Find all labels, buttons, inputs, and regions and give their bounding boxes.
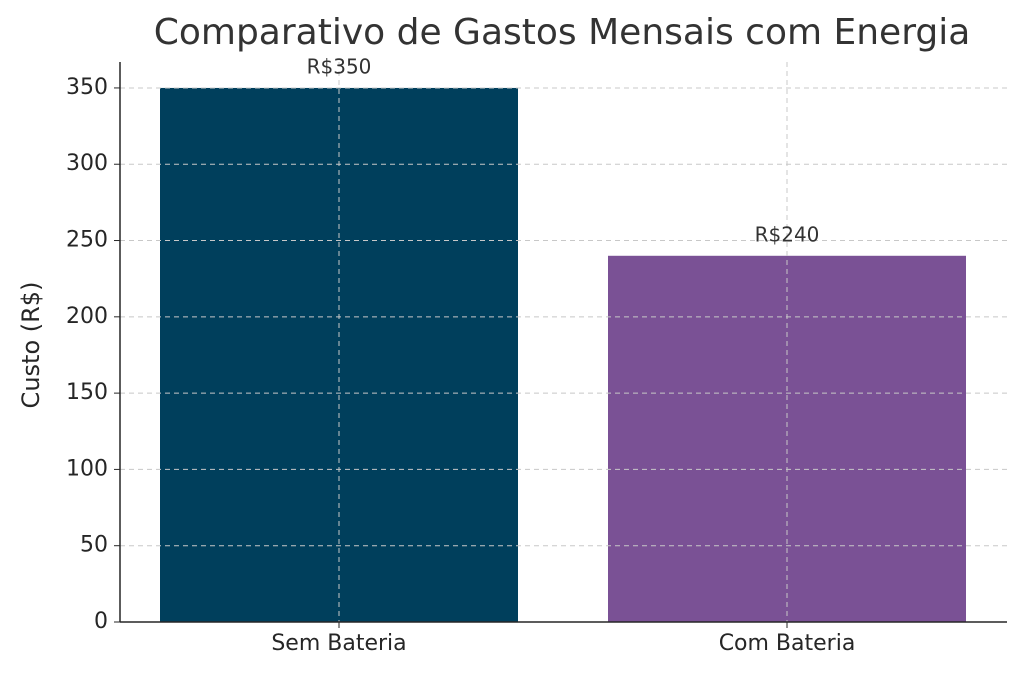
y-tick-label: 100 — [66, 456, 108, 481]
x-tick-label: Com Bateria — [719, 631, 856, 656]
y-tick-label: 150 — [66, 380, 108, 405]
chart-title: Comparativo de Gastos Mensais com Energi… — [154, 12, 971, 53]
y-tick-label: 300 — [66, 151, 108, 176]
y-tick-label: 200 — [66, 304, 108, 329]
y-tick-label: 350 — [66, 75, 108, 100]
y-axis-label: Custo (R$) — [17, 282, 45, 409]
y-tick-label: 250 — [66, 228, 108, 253]
x-tick-label: Sem Bateria — [271, 631, 406, 656]
value-label: R$240 — [755, 222, 820, 246]
value-label: R$350 — [307, 54, 372, 78]
y-tick-label: 0 — [94, 609, 108, 634]
y-tick-label: 50 — [80, 533, 108, 558]
